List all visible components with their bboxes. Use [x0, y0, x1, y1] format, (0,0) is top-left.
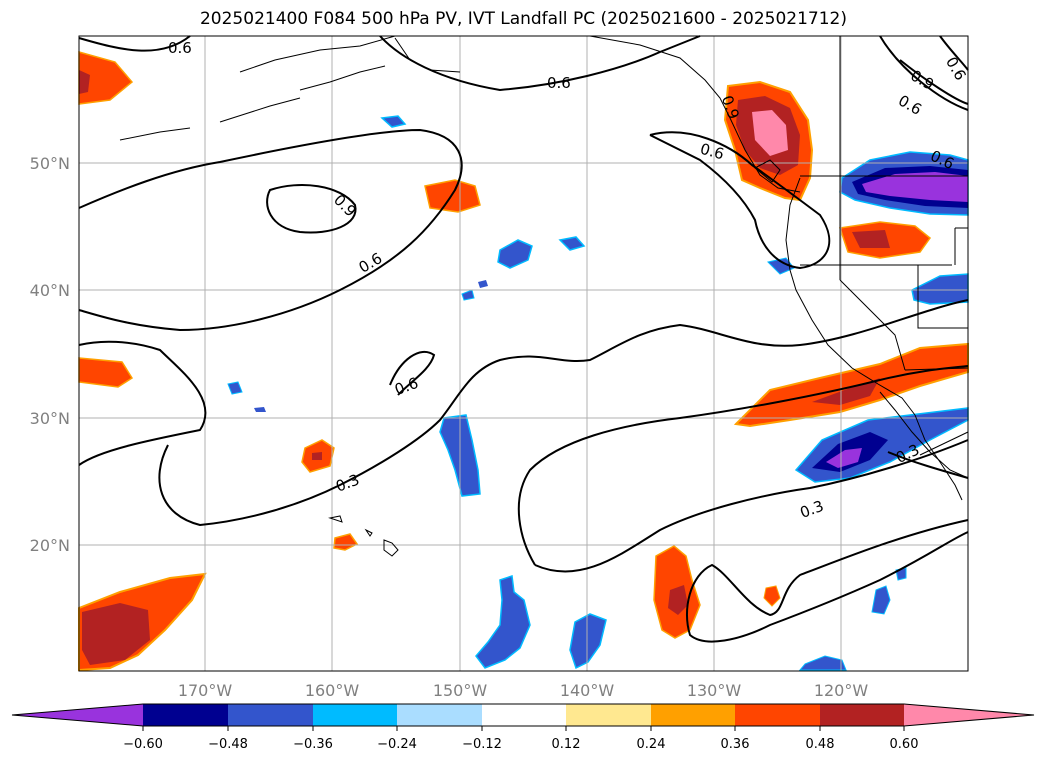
lon-tick-label: 130°W: [687, 681, 742, 700]
contour-label: 0.3: [798, 497, 827, 522]
colorbar-segment: [735, 704, 820, 726]
coastlines: [119, 35, 969, 557]
lon-tick-label: 170°W: [178, 681, 233, 700]
colorbar-extend-low: [12, 704, 143, 726]
ivt-fill-layer: [78, 51, 969, 672]
lon-tick-label: 120°W: [814, 681, 869, 700]
contour-label: 0.3: [333, 471, 362, 496]
contour-label: 0.6: [356, 249, 386, 277]
borders: [800, 36, 969, 456]
colorbar: −0.60 −0.48 −0.36 −0.24 −0.12 0.12 0.24 …: [11, 703, 1035, 752]
contour-label: 0.6: [698, 140, 726, 164]
colorbar-segment: [820, 704, 904, 726]
colorbar-tick-label: −0.60: [123, 737, 163, 752]
colorbar-segment: [482, 704, 566, 726]
colorbar-tick-label: 0.24: [637, 737, 666, 752]
lat-tick-label: 30°N: [30, 409, 70, 428]
colorbar-tick-label: −0.36: [293, 737, 333, 752]
lon-tick-label: 160°W: [305, 681, 360, 700]
gridlines: [79, 36, 968, 671]
contour-label: 0.6: [942, 54, 970, 84]
lat-tick-label: 20°N: [30, 536, 70, 555]
map-title: 2025021400 F084 500 hPa PV, IVT Landfall…: [199, 9, 847, 29]
colorbar-segment: [566, 704, 651, 726]
lat-tick-label: 50°N: [30, 154, 70, 173]
latitude-labels: 50°N 40°N 30°N 20°N: [30, 154, 70, 555]
colorbar-tick-label: 0.12: [552, 737, 581, 752]
pv-contours: [78, 35, 969, 643]
colorbar-segment: [143, 704, 228, 726]
lon-tick-label: 150°W: [433, 681, 488, 700]
colorbar-tick-label: −0.24: [377, 737, 417, 752]
longitude-labels: 170°W 160°W 150°W 140°W 130°W 120°W: [178, 681, 869, 700]
colorbar-segment: [228, 704, 313, 726]
colorbar-segment: [651, 704, 735, 726]
contour-label: 0.6: [168, 39, 192, 57]
colorbar-tick-label: −0.48: [208, 737, 248, 752]
lon-tick-label: 140°W: [560, 681, 615, 700]
colorbar-tick-label: −0.12: [462, 737, 502, 752]
contour-label: 0.6: [547, 74, 571, 92]
colorbar-segment: [397, 704, 482, 726]
colorbar-tick-label: 0.48: [806, 737, 835, 752]
lat-tick-label: 40°N: [30, 281, 70, 300]
colorbar-extend-high: [904, 704, 1034, 726]
colorbar-segment: [313, 704, 397, 726]
colorbar-tick-label: 0.36: [721, 737, 750, 752]
contour-label: 0.6: [895, 91, 925, 119]
map-frame: [78, 35, 969, 672]
colorbar-tick-label: 0.60: [890, 737, 919, 752]
